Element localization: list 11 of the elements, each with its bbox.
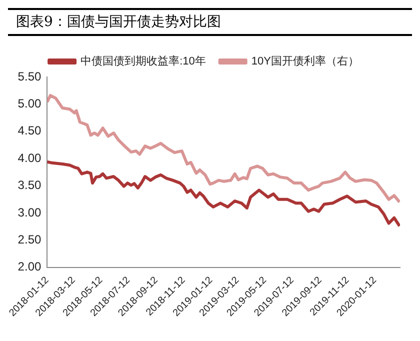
legend-label: 10Y国开债利率（右） <box>251 54 359 68</box>
y-tick-label: 4.50 <box>18 124 42 138</box>
y-tick-label: 4.00 <box>18 150 42 165</box>
legend-label: 中债国债到期收益率:10年 <box>80 54 206 68</box>
y-tick-label: 5.00 <box>18 96 42 111</box>
y-tick-label: 3.00 <box>18 205 42 220</box>
y-tick-label: 2.50 <box>18 232 42 246</box>
y-tick-label: 2.00 <box>18 260 42 274</box>
y-tick-label: 3.50 <box>18 178 42 192</box>
y-tick-label: 5.50 <box>18 69 42 84</box>
chart-title: 图表9：国债与国开债走势对比图 <box>8 8 412 36</box>
